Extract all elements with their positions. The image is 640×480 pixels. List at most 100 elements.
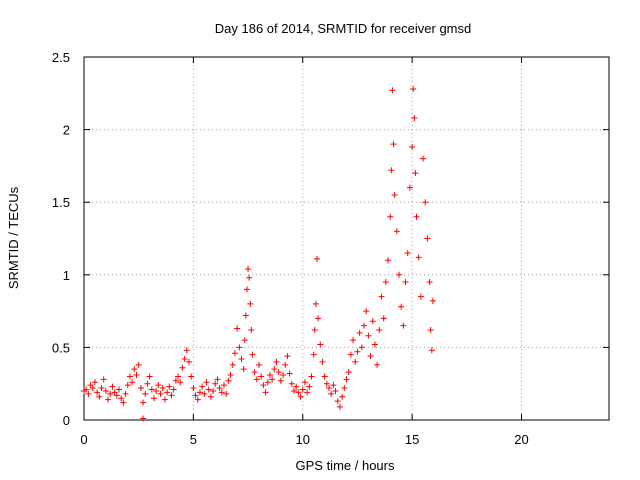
data-point: [264, 379, 271, 386]
data-point: [177, 379, 184, 386]
y-tick-label: 2: [63, 123, 70, 138]
data-point: [247, 300, 254, 307]
data-point: [188, 373, 195, 380]
data-point: [201, 390, 208, 397]
data-point: [249, 351, 256, 358]
data-point: [107, 390, 114, 397]
data-point: [170, 386, 177, 393]
data-point: [358, 344, 365, 351]
data-point: [410, 85, 417, 92]
data-point: [214, 376, 221, 383]
data-point: [428, 347, 435, 354]
data-point: [83, 386, 90, 393]
data-point: [98, 385, 105, 392]
data-point: [192, 392, 199, 399]
data-point: [301, 379, 308, 386]
data-point: [295, 389, 302, 396]
data-point: [243, 286, 250, 293]
y-axis-label: SRMTID / TECUs: [6, 186, 21, 289]
data-point: [371, 341, 378, 348]
data-point: [412, 170, 419, 177]
data-points: [81, 85, 436, 422]
data-point: [345, 369, 352, 376]
data-point: [420, 155, 427, 162]
data-point: [142, 390, 149, 397]
data-point: [94, 389, 101, 396]
data-point: [317, 341, 324, 348]
data-point: [311, 326, 318, 333]
data-point: [409, 144, 416, 151]
x-tick-label: 15: [405, 432, 419, 447]
data-point: [218, 389, 225, 396]
data-point: [196, 389, 203, 396]
data-point: [137, 385, 144, 392]
data-point: [205, 386, 212, 393]
data-point: [398, 303, 405, 310]
data-point: [319, 358, 326, 365]
data-point: [168, 392, 175, 399]
data-point: [312, 300, 319, 307]
data-point: [166, 383, 173, 390]
data-point: [328, 390, 335, 397]
data-point: [369, 318, 376, 325]
data-point: [85, 390, 92, 397]
data-point: [356, 329, 363, 336]
data-point: [315, 315, 322, 322]
data-point: [422, 199, 429, 206]
data-point: [124, 382, 131, 389]
data-point: [380, 315, 387, 322]
data-point: [388, 167, 395, 174]
data-point: [183, 347, 190, 354]
data-point: [210, 387, 217, 394]
data-point: [297, 393, 304, 400]
data-point: [194, 396, 201, 403]
data-point: [266, 371, 273, 378]
data-point: [120, 399, 127, 406]
data-point: [291, 387, 297, 394]
data-point: [227, 371, 234, 378]
data-point: [350, 337, 357, 344]
data-point: [374, 361, 381, 368]
data-point: [391, 191, 398, 198]
data-point: [148, 386, 155, 393]
x-axis-label: GPS time / hours: [296, 458, 395, 473]
data-point: [282, 361, 289, 368]
ticks: [83, 56, 609, 421]
data-point: [336, 403, 343, 410]
data-point: [186, 358, 192, 365]
data-point: [236, 344, 243, 351]
data-point: [277, 377, 284, 384]
data-point: [429, 297, 436, 304]
data-point: [341, 385, 348, 392]
data-point: [354, 348, 361, 355]
data-point: [367, 353, 374, 360]
data-point: [308, 373, 315, 380]
data-point: [426, 279, 433, 286]
data-point: [190, 385, 197, 392]
data-point: [286, 370, 293, 377]
data-point: [304, 389, 311, 396]
data-point: [207, 393, 214, 400]
data-point: [89, 385, 96, 392]
data-point: [203, 379, 210, 386]
data-point: [91, 379, 98, 386]
data-point: [273, 358, 280, 365]
data-point: [411, 114, 418, 121]
data-point: [240, 366, 247, 373]
data-point: [225, 377, 232, 384]
data-point: [140, 399, 147, 406]
data-point: [96, 393, 103, 400]
data-point: [122, 390, 129, 397]
data-point: [310, 351, 317, 358]
data-point: [396, 271, 402, 278]
data-point: [146, 373, 153, 380]
data-point: [400, 322, 407, 329]
data-point: [238, 356, 245, 363]
data-point: [140, 415, 147, 422]
data-point: [144, 380, 151, 387]
y-tick-label: 1: [63, 268, 70, 283]
data-point: [313, 255, 320, 262]
data-point: [427, 326, 434, 333]
data-point: [216, 385, 223, 392]
data-point: [389, 87, 396, 94]
